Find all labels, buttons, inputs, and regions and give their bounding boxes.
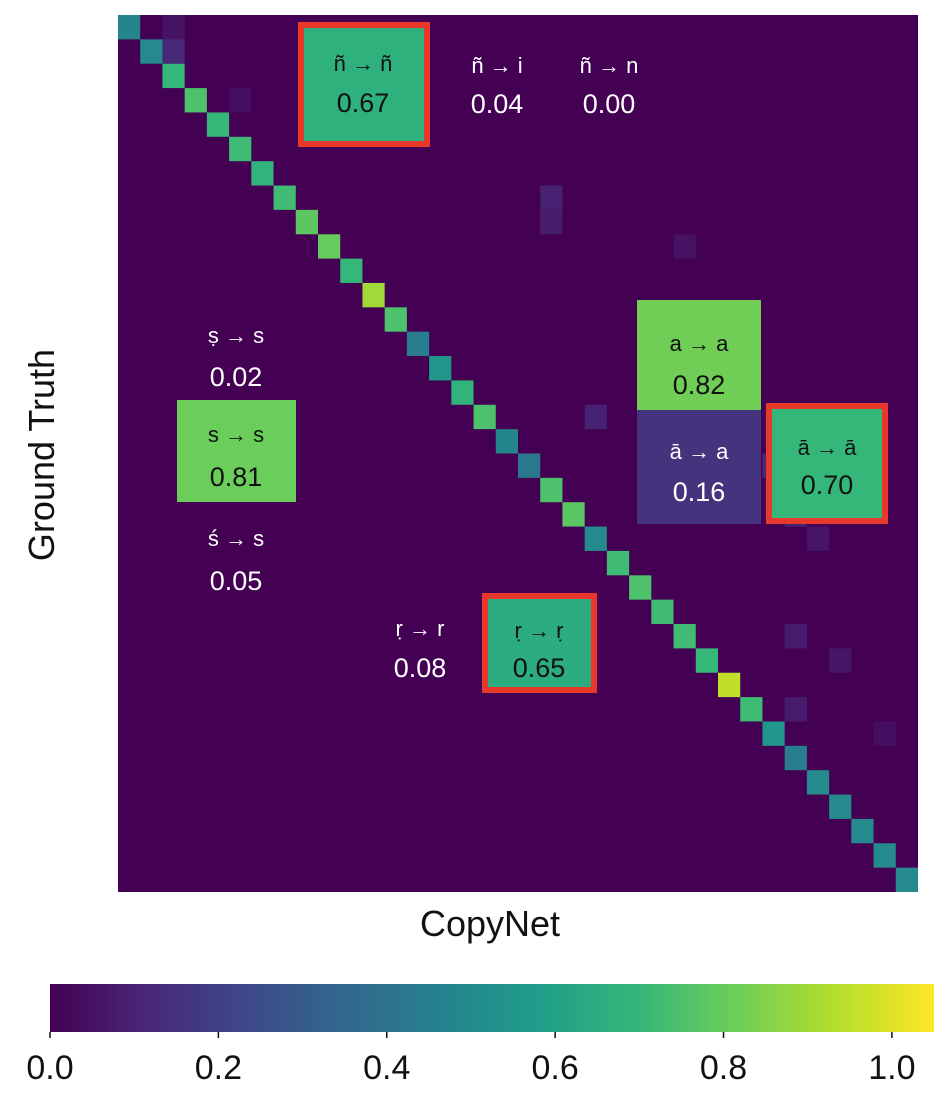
annotation-a-copy: a → a 0.82 xyxy=(637,300,761,410)
heatmap-cell xyxy=(584,404,607,430)
heatmap-diagonal-cell xyxy=(673,624,696,649)
annotation-value: 0.16 xyxy=(673,477,726,507)
heatmap-diagonal-cell xyxy=(384,307,407,332)
annotation-n-tilde-to-n: ñ → n 0.00 xyxy=(580,53,639,119)
heatmap-diagonal-cell xyxy=(184,88,207,113)
annotation-label: ṛ → ṛ xyxy=(515,618,564,643)
heatmap-cell xyxy=(540,209,563,235)
annotation-label: ā → a xyxy=(670,439,729,464)
heatmap-cell xyxy=(784,697,807,722)
colorbar-tick-label: 0.2 xyxy=(195,1049,242,1087)
heatmap-diagonal-cell xyxy=(895,867,918,892)
heatmap-diagonal-cell xyxy=(318,234,341,259)
colorbar-tick-label: 0.6 xyxy=(532,1049,579,1087)
heatmap-diagonal-cell xyxy=(451,380,474,405)
annotation-value: 0.00 xyxy=(583,89,636,119)
heatmap-diagonal-cell xyxy=(695,648,718,673)
heatmap-cell xyxy=(540,185,563,210)
annotation-cell xyxy=(298,22,430,147)
heatmap-cell xyxy=(806,526,830,551)
heatmap-diagonal-cell xyxy=(562,502,585,527)
annotation-value: 0.70 xyxy=(801,470,854,500)
heatmap-diagonal-cell xyxy=(740,697,763,722)
annotation-value: 0.02 xyxy=(210,362,263,392)
heatmap-cell xyxy=(873,721,896,746)
heatmap-diagonal-cell xyxy=(584,526,607,551)
colorbar-ticks: 0.0 0.2 0.4 0.6 0.8 1.0 xyxy=(26,1032,916,1087)
heatmap-diagonal-cell xyxy=(273,185,296,210)
heatmap-diagonal-cell xyxy=(762,721,785,746)
heatmap-diagonal-cell xyxy=(429,356,452,381)
annotation-label: ā → ā xyxy=(798,435,857,460)
annotation-cell xyxy=(637,300,761,410)
heatmap-diagonal-cell xyxy=(340,258,363,283)
heatmap-diagonal-cell xyxy=(162,63,185,89)
heatmap-diagonal-cell xyxy=(718,672,741,698)
heatmap-diagonal-cell xyxy=(118,15,141,40)
annotation-s-copy: s → s 0.81 xyxy=(177,400,296,502)
annotation-label: a → a xyxy=(670,331,729,356)
annotation-label: ṣ → s xyxy=(208,323,264,348)
annotation-label: ś → s xyxy=(208,526,264,551)
annotation-cell xyxy=(482,593,597,693)
heatmap-diagonal-cell xyxy=(851,818,874,844)
annotation-label: ñ → n xyxy=(580,53,639,78)
colorbar-tick-label: 1.0 xyxy=(868,1049,915,1087)
annotation-a-macron-copy: ā → ā 0.70 xyxy=(766,403,888,524)
x-axis-label: CopyNet xyxy=(420,903,560,944)
annotation-cell xyxy=(766,403,888,524)
heatmap-diagonal-cell xyxy=(806,770,830,795)
heatmap-diagonal-cell xyxy=(229,136,252,162)
heatmap-cell xyxy=(162,39,185,64)
heatmap-diagonal-cell xyxy=(495,429,518,454)
heatmap-cell xyxy=(229,88,252,113)
annotation-s-dot-to-s: ṣ → s 0.02 xyxy=(208,323,264,392)
annotation-label: ṛ → r xyxy=(396,616,445,641)
heatmap-diagonal-cell xyxy=(140,39,163,64)
annotation-value: 0.81 xyxy=(210,462,263,492)
annotation-value: 0.82 xyxy=(673,370,726,400)
annotation-r-dot-copy: ṛ → ṛ 0.65 xyxy=(482,593,597,693)
annotation-label: ñ → ñ xyxy=(334,51,393,76)
heatmap-diagonal-cell xyxy=(651,599,674,625)
heatmap-diagonal-cell xyxy=(606,550,630,576)
annotation-value: 0.04 xyxy=(471,89,524,119)
heatmap-diagonal-cell xyxy=(629,575,652,600)
annotation-a-macron-to-a: ā → a 0.16 xyxy=(637,410,761,524)
annotation-cell xyxy=(177,400,296,502)
y-axis-label: Ground Truth xyxy=(21,349,62,561)
heatmap-diagonal-cell xyxy=(406,331,430,357)
colorbar-tick-label: 0.0 xyxy=(26,1049,73,1087)
heatmap-diagonal-cell xyxy=(251,161,274,186)
heatmap-diagonal-cell xyxy=(295,209,318,235)
heatmap-cell xyxy=(162,15,185,40)
annotation-label: ñ → i xyxy=(471,53,522,78)
annotation-cell xyxy=(637,410,761,524)
annotation-label: s → s xyxy=(208,422,264,447)
annotation-n-tilde-to-i: ñ → i 0.04 xyxy=(471,53,524,119)
heatmap-diagonal-cell xyxy=(784,745,807,771)
annotation-value: 0.65 xyxy=(513,653,566,683)
annotation-value: 0.67 xyxy=(337,88,390,118)
colorbar-tick-label: 0.4 xyxy=(363,1049,410,1087)
heatmap-diagonal-cell xyxy=(518,453,541,478)
annotation-s-acute-to-s: ś → s 0.05 xyxy=(208,526,264,596)
heatmap-diagonal-cell xyxy=(873,843,896,868)
heatmap-diagonal-cell xyxy=(206,112,230,137)
heatmap-cell xyxy=(673,234,696,259)
annotations: ñ → ñ 0.67 ñ → i 0.04 ñ → n 0.00 a → a 0.82 ā → … xyxy=(177,22,888,693)
heatmap-diagonal-cell xyxy=(473,404,496,430)
heatmap-cell xyxy=(784,624,807,649)
heatmap-cell xyxy=(829,648,852,673)
colorbar-tick-label: 0.8 xyxy=(700,1049,747,1087)
heatmap-diagonal-cell xyxy=(540,477,563,503)
annotation-value: 0.05 xyxy=(210,566,263,596)
annotation-r-dot-to-r: ṛ → r 0.08 xyxy=(394,616,447,683)
annotation-value: 0.08 xyxy=(394,653,447,683)
heatmap-diagonal-cell xyxy=(362,282,385,308)
colorbar xyxy=(50,984,934,1032)
heatmap-diagonal-cell xyxy=(829,794,852,819)
annotation-n-tilde-copy: ñ → ñ 0.67 xyxy=(298,22,430,147)
